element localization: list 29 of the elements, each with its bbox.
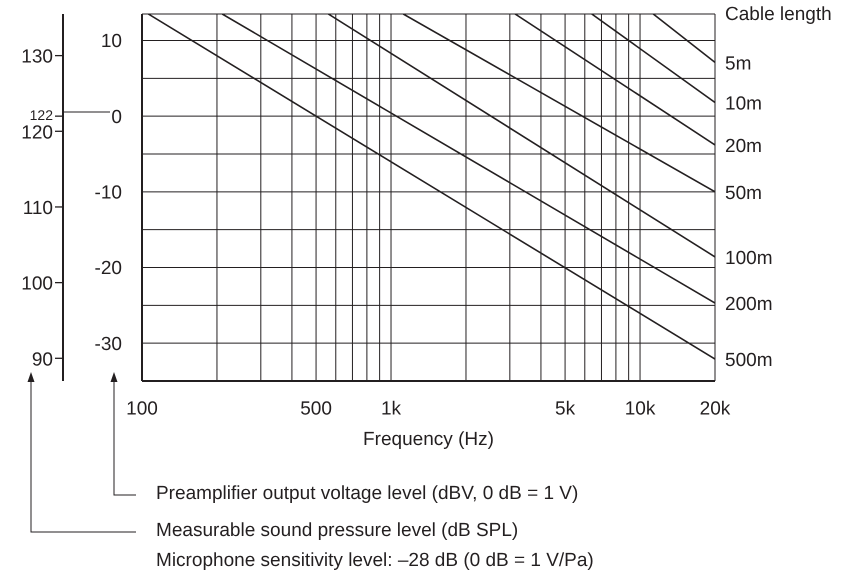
- y-tick-label: -20: [94, 258, 122, 280]
- y-tick-label: -30: [94, 334, 122, 355]
- y2-tick-label: 130: [21, 46, 53, 68]
- series-label: 10m: [725, 94, 762, 115]
- series-label: 500m: [725, 350, 773, 372]
- text: Preamplifier output voltage level (dBV, 0 dB = 1 V): [156, 483, 578, 505]
- y2-tick-label: 110: [22, 198, 53, 219]
- series-label: 100m: [725, 248, 773, 269]
- y-tick-label: -10: [94, 182, 122, 204]
- y2-tick-label: 90: [32, 349, 53, 370]
- x-tick-label: 5k: [555, 398, 576, 420]
- text: Measurable sound pressure level (dB SPL): [156, 520, 518, 542]
- series-label: 20m: [725, 136, 762, 157]
- text: Microphone sensitivity level: –28 dB (0 dB = 1 V/Pa): [156, 550, 594, 572]
- y-tick-label: 0: [111, 106, 122, 128]
- x-tick-label: 100: [126, 398, 158, 420]
- x-tick-label: 20k: [700, 398, 731, 420]
- y2-tick-label: 100: [21, 274, 53, 295]
- x-tick-label: 1k: [380, 398, 402, 420]
- legend-title: Cable length: [725, 4, 832, 26]
- series-label: 5m: [725, 53, 752, 74]
- series-label: 200m: [725, 294, 773, 316]
- x-axis-title: Frequency (Hz): [362, 429, 495, 451]
- y2-tick-label: 122: [30, 107, 54, 124]
- x-tick-label: 500: [300, 398, 332, 420]
- series-label: 50m: [725, 182, 762, 204]
- x-tick-label: 10k: [624, 398, 656, 420]
- y2-tick-label: 120: [21, 122, 53, 144]
- y-tick-label: 10: [100, 31, 122, 52]
